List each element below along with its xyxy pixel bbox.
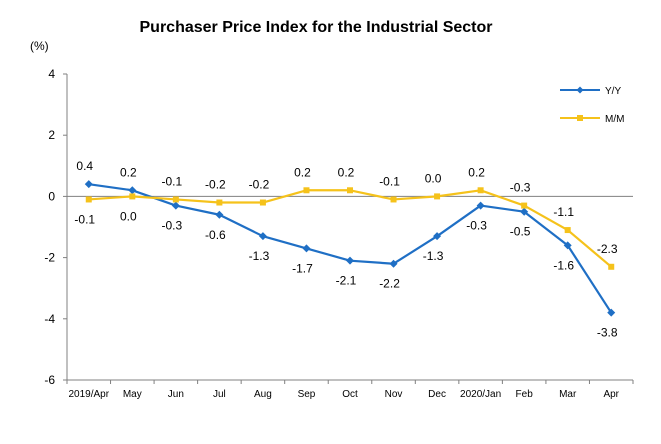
data-point (433, 232, 442, 241)
data-point (215, 210, 224, 219)
data-point (607, 308, 616, 317)
legend-label: M/M (605, 114, 624, 125)
data-label-yy: 0.4 (76, 159, 93, 173)
axes: 4 2 0 -2 -4 -6 2019/Apr May Jun Jul Aug Sep Oct Nov De… (44, 67, 634, 400)
data-point (302, 244, 311, 253)
x-tick-label: Jun (168, 389, 184, 400)
y-tick-label: 0 (48, 189, 55, 203)
legend-marker (576, 86, 584, 94)
data-point (477, 187, 484, 194)
data-label-yy: 0.2 (120, 165, 137, 179)
data-label-mm: 0.0 (120, 209, 137, 223)
data-label-yy: -1.3 (423, 249, 444, 263)
data-label-mm: -0.2 (249, 178, 270, 192)
series-mm (85, 187, 615, 270)
x-tick-label: Oct (342, 389, 358, 400)
data-label-yy: -1.7 (292, 261, 313, 275)
data-point (216, 199, 223, 206)
y-tick-label: 4 (48, 67, 55, 81)
x-tick-label: Sep (298, 389, 316, 400)
data-point (346, 256, 354, 265)
data-label-yy: -0.3 (162, 219, 183, 233)
x-tick-label: Apr (603, 389, 619, 400)
y-axis-unit-label: (%) (30, 39, 49, 53)
y-tick-label: -2 (44, 251, 55, 265)
data-point (521, 202, 528, 209)
data-point (129, 193, 136, 200)
data-point (258, 232, 267, 241)
data-label-yy: -0.5 (510, 225, 531, 239)
data-label-yy: -0.3 (466, 219, 487, 233)
x-tick-label: Aug (254, 389, 272, 400)
data-label-mm: -1.1 (553, 205, 574, 219)
data-label-mm: 0.2 (338, 165, 355, 179)
legend: Y/Y M/M (560, 86, 624, 125)
data-point (128, 186, 137, 195)
data-label-mm: -2.3 (597, 242, 618, 256)
series-layer: 0.4 -0.1 0.2 0.0 -0.3 -0.1 -0.6 -0.2 -1.3 -0.2 -1.… (74, 159, 617, 340)
x-tick-label: Nov (385, 389, 403, 400)
data-label-mm: 0.0 (425, 171, 442, 185)
data-label-mm: 0.2 (468, 165, 485, 179)
data-label-mm: -0.2 (205, 178, 226, 192)
data-label-yy: -1.6 (553, 258, 574, 272)
x-tick-label: Dec (428, 389, 446, 400)
data-point (172, 196, 179, 203)
x-tick-label: 2020/Jan (460, 389, 501, 400)
y-tick-label: 2 (48, 128, 55, 142)
data-label-yy: -0.6 (205, 228, 226, 242)
chart-title: Purchaser Price Index for the Industrial… (140, 19, 493, 36)
data-point (85, 196, 92, 203)
y-tick-label: -6 (44, 373, 55, 387)
data-label-mm: -0.1 (379, 174, 400, 188)
data-label-yy: -2.1 (336, 274, 357, 288)
data-point (434, 193, 441, 200)
data-label-mm: -0.1 (74, 212, 95, 226)
legend-marker (577, 115, 583, 121)
legend-label: Y/Y (605, 86, 621, 97)
data-point (608, 263, 615, 270)
x-tick-label: 2019/Apr (68, 389, 109, 400)
data-point (520, 207, 529, 216)
data-label-mm: 0.2 (294, 165, 311, 179)
data-point (476, 201, 485, 210)
data-point (564, 227, 571, 234)
data-point (259, 199, 266, 206)
x-tick-label: Jul (213, 389, 226, 400)
data-point (389, 259, 398, 268)
data-label-yy: -3.8 (597, 326, 618, 340)
data-point (171, 201, 180, 210)
data-point (390, 196, 397, 203)
data-label-mm: -0.1 (162, 174, 183, 188)
data-point (84, 180, 93, 189)
x-tick-label: Feb (516, 389, 534, 400)
y-tick-label: -4 (44, 312, 55, 326)
data-label-mm: -0.3 (510, 181, 531, 195)
data-label-yy: -1.3 (249, 249, 270, 263)
data-point (563, 241, 572, 250)
data-point (347, 187, 353, 194)
x-tick-label: Mar (559, 389, 577, 400)
data-point (303, 187, 310, 194)
x-tick-label: May (123, 389, 142, 400)
series-yy (84, 180, 616, 317)
series-line (88, 183, 613, 314)
data-label-yy: -2.2 (379, 277, 400, 291)
